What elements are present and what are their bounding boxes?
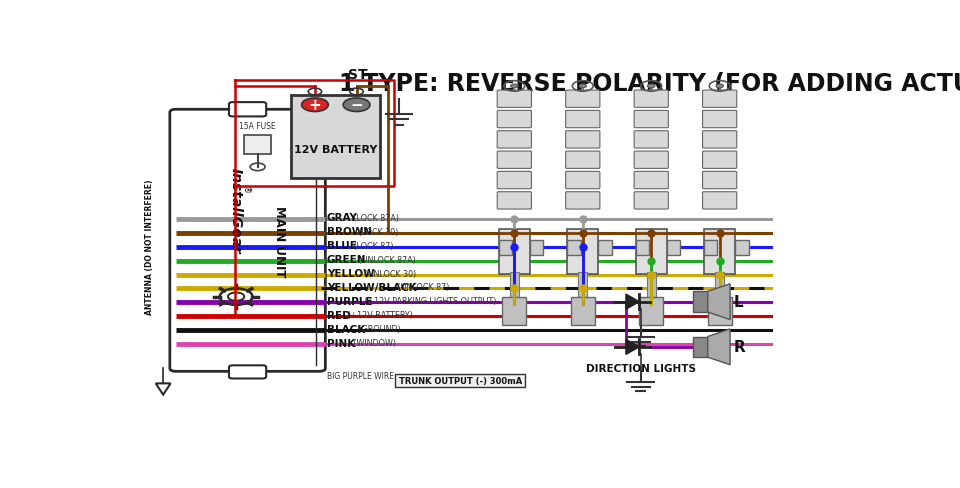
Text: ®: ® bbox=[241, 185, 250, 194]
FancyBboxPatch shape bbox=[635, 172, 668, 189]
Text: (+12V BATTERY): (+12V BATTERY) bbox=[345, 311, 413, 320]
Text: BIG PURPLE WIRE: BIG PURPLE WIRE bbox=[326, 371, 394, 381]
FancyBboxPatch shape bbox=[565, 152, 600, 169]
FancyBboxPatch shape bbox=[229, 103, 266, 117]
Text: PINK: PINK bbox=[326, 338, 355, 348]
Text: L: L bbox=[733, 295, 743, 309]
FancyBboxPatch shape bbox=[635, 91, 668, 108]
FancyBboxPatch shape bbox=[229, 366, 266, 379]
FancyBboxPatch shape bbox=[497, 152, 532, 169]
Text: BLUE: BLUE bbox=[326, 241, 357, 251]
FancyBboxPatch shape bbox=[703, 172, 736, 189]
Text: (UNLOCK 87A): (UNLOCK 87A) bbox=[356, 255, 416, 264]
Bar bbox=[735, 241, 749, 256]
Text: (LOCK 87A): (LOCK 87A) bbox=[350, 213, 398, 223]
FancyBboxPatch shape bbox=[497, 111, 532, 128]
Bar bbox=[571, 297, 594, 325]
FancyBboxPatch shape bbox=[565, 91, 600, 108]
Text: YELLOW/BLACK: YELLOW/BLACK bbox=[326, 283, 417, 292]
Circle shape bbox=[344, 99, 370, 112]
Text: (WINDOW): (WINDOW) bbox=[350, 339, 396, 347]
Bar bbox=[498, 241, 512, 256]
Bar bbox=[715, 273, 724, 297]
Bar bbox=[667, 241, 681, 256]
Circle shape bbox=[301, 99, 328, 112]
Text: DIRECTION LIGHTS: DIRECTION LIGHTS bbox=[586, 364, 696, 373]
Circle shape bbox=[647, 85, 655, 89]
FancyBboxPatch shape bbox=[497, 192, 532, 210]
Text: 1: 1 bbox=[339, 72, 355, 96]
Bar bbox=[704, 241, 717, 256]
Text: TRUNK OUTPUT (-) 300mA: TRUNK OUTPUT (-) 300mA bbox=[398, 376, 522, 385]
FancyBboxPatch shape bbox=[565, 192, 600, 210]
Bar bbox=[636, 229, 667, 275]
Bar bbox=[578, 273, 588, 297]
Text: GREEN: GREEN bbox=[326, 255, 367, 264]
Text: TYPE: REVERSE POLARITY (FOR ADDING ACTUATORS): TYPE: REVERSE POLARITY (FOR ADDING ACTUA… bbox=[354, 72, 960, 96]
Text: YELLOW: YELLOW bbox=[326, 268, 374, 279]
Bar bbox=[530, 241, 543, 256]
Bar bbox=[639, 297, 663, 325]
Polygon shape bbox=[626, 295, 639, 309]
Text: 15A FUSE: 15A FUSE bbox=[239, 122, 276, 131]
FancyBboxPatch shape bbox=[635, 192, 668, 210]
Circle shape bbox=[511, 85, 518, 89]
Text: (GROUND): (GROUND) bbox=[356, 325, 401, 334]
Text: MAIN UNIT: MAIN UNIT bbox=[273, 205, 286, 277]
Bar bbox=[693, 292, 708, 312]
Text: (UNLOCK 30): (UNLOCK 30) bbox=[362, 269, 416, 278]
Bar bbox=[647, 273, 656, 297]
Bar bbox=[567, 241, 581, 256]
Bar bbox=[693, 337, 708, 358]
FancyBboxPatch shape bbox=[703, 192, 736, 210]
FancyBboxPatch shape bbox=[170, 110, 325, 371]
Circle shape bbox=[716, 85, 724, 89]
Text: (UNLOCK 87): (UNLOCK 87) bbox=[396, 283, 449, 292]
FancyBboxPatch shape bbox=[635, 152, 668, 169]
Text: (LOCK 87): (LOCK 87) bbox=[350, 241, 394, 250]
Text: ANTENNA (DO NOT INTERFERE): ANTENNA (DO NOT INTERFERE) bbox=[145, 179, 155, 314]
FancyBboxPatch shape bbox=[497, 91, 532, 108]
Text: (LOCK 30): (LOCK 30) bbox=[356, 227, 398, 236]
Bar bbox=[704, 229, 735, 275]
Bar bbox=[510, 273, 518, 297]
Text: RED: RED bbox=[326, 310, 350, 320]
Text: PURPLE: PURPLE bbox=[326, 296, 372, 306]
Bar bbox=[291, 96, 380, 179]
Text: GRAY: GRAY bbox=[326, 213, 358, 223]
Circle shape bbox=[579, 85, 587, 89]
FancyBboxPatch shape bbox=[703, 111, 736, 128]
Text: BLACK: BLACK bbox=[326, 324, 365, 334]
Bar bbox=[567, 229, 598, 275]
FancyBboxPatch shape bbox=[565, 111, 600, 128]
Polygon shape bbox=[708, 284, 731, 320]
FancyBboxPatch shape bbox=[565, 131, 600, 149]
Text: (+12V PARKING LIGHTS OUTPUT): (+12V PARKING LIGHTS OUTPUT) bbox=[362, 297, 496, 306]
Polygon shape bbox=[626, 340, 639, 355]
Bar bbox=[708, 297, 732, 325]
Polygon shape bbox=[708, 329, 731, 365]
Bar bbox=[598, 241, 612, 256]
Text: +: + bbox=[308, 98, 322, 113]
Bar bbox=[502, 297, 526, 325]
Text: 12V BATTERY: 12V BATTERY bbox=[294, 145, 377, 155]
Text: ST: ST bbox=[348, 68, 368, 82]
FancyBboxPatch shape bbox=[703, 131, 736, 149]
Bar bbox=[244, 136, 271, 154]
FancyBboxPatch shape bbox=[497, 131, 532, 149]
Bar bbox=[498, 229, 530, 275]
Bar bbox=[636, 241, 649, 256]
Text: InstallGear: InstallGear bbox=[229, 167, 243, 253]
FancyBboxPatch shape bbox=[497, 172, 532, 189]
Text: R: R bbox=[733, 340, 746, 355]
Text: BROWN: BROWN bbox=[326, 227, 372, 237]
FancyBboxPatch shape bbox=[565, 172, 600, 189]
FancyBboxPatch shape bbox=[635, 131, 668, 149]
FancyBboxPatch shape bbox=[703, 152, 736, 169]
FancyBboxPatch shape bbox=[635, 111, 668, 128]
Bar bbox=[396, 374, 525, 387]
Text: −: − bbox=[350, 98, 363, 113]
FancyBboxPatch shape bbox=[703, 91, 736, 108]
